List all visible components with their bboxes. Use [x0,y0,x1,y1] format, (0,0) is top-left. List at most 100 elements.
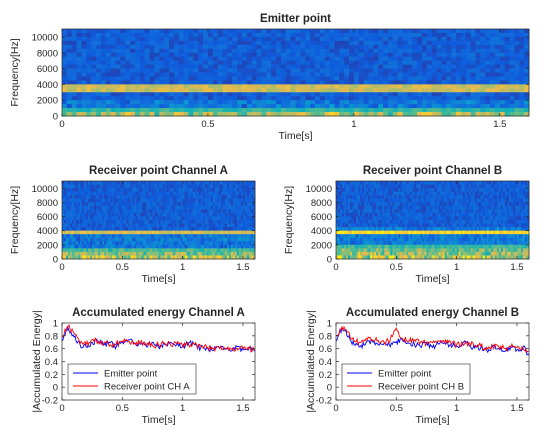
spectrogram-cell [110,36,116,42]
spectrogram-cell [224,248,228,253]
spectrogram-cell [407,80,413,85]
spectrogram-cell [208,230,212,235]
spectrogram-cell [200,202,204,207]
spectrogram-cell [352,184,355,189]
spectrogram-cell [363,40,369,46]
spectrogram-cell [432,181,435,185]
spectrogram-cell [524,80,530,85]
spectrogram-cell [250,220,254,224]
spectrogram-cell [226,255,230,260]
spectrogram-cell [256,84,262,89]
spectrogram-cell [510,202,514,207]
spectrogram-cell [162,195,165,200]
spectrogram-cell [373,32,379,38]
spectrogram-cell [116,191,119,196]
spectrogram-cell [250,223,254,228]
spectrogram-cell [400,191,403,196]
spectrogram-cell [216,191,220,196]
spectrogram-cell [246,68,253,73]
spectrogram-cell [441,44,447,50]
spectrogram-cell [173,112,180,117]
spectrogram-cell [456,64,462,69]
spectrogram-cell [76,56,82,62]
spectrogram-cell [244,212,248,217]
spectrogram-cell [218,191,222,196]
spectrogram-cell [519,96,525,101]
spectrogram-cell [169,72,175,77]
spectrogram-cell [244,202,248,207]
spectrogram-cell [168,191,171,196]
spectrogram-cell [120,195,123,200]
spectrogram-cell [217,80,223,85]
spectrogram-cell [81,100,87,105]
spectrogram-cell [285,88,292,93]
spectrogram-cell [91,56,97,62]
spectrogram-cell [464,198,468,203]
spectrogram-cell [90,205,93,210]
spectrogram-cell [62,64,68,69]
spectrogram-cell [290,96,296,101]
spectrogram-cell [212,248,216,253]
spectrogram-cell [504,198,508,203]
spectrogram-cell [62,227,65,232]
spectrogram-cell [96,48,102,54]
spectrogram-cell [450,195,453,200]
spectrogram-cell [218,188,222,193]
spectrogram-cell [508,195,512,200]
spectrogram-cell [88,198,91,203]
spectrogram-cell [212,52,219,58]
spectrogram-cell [193,112,199,117]
spectrogram-cell [182,251,186,256]
spectrogram-cell [220,244,224,249]
spectrogram-cell [230,209,234,214]
spectrogram-cell [86,72,92,77]
spectrogram-cell [266,64,272,69]
spectrogram-cell [108,255,111,260]
spectrogram-cell [164,29,170,34]
spectrogram-cell [232,96,238,101]
spectrogram-cell [324,29,330,34]
spectrogram-cell [374,191,377,196]
spectrogram-cell [224,230,228,235]
spectrogram-cell [305,92,311,97]
x-tick-label: 0.5 [116,262,129,273]
spectrogram-cell [66,112,73,117]
spectrogram-cell [261,68,267,73]
spectrogram-cell [358,92,364,97]
spectrogram-cell [373,88,379,93]
spectrogram-cell [70,195,73,200]
spectrogram-cell [238,195,242,200]
spectrogram-cell [125,32,131,38]
spectrogram-cell [90,244,93,249]
spectrogram-cell [64,255,67,260]
spectrogram-cell [378,198,381,203]
spectrogram-cell [64,184,67,189]
spectrogram-cell [148,227,151,232]
spectrogram-cell [441,92,447,97]
spectrogram-cell [62,32,68,38]
spectrogram-cell [290,64,296,69]
spectrogram-cell [86,44,92,50]
spectrogram-cell [368,184,371,189]
spectrogram-cell [438,184,441,189]
spectrogram-cell [470,112,476,117]
spectrogram-cell [378,104,384,109]
spectrogram-cell [329,80,335,85]
spectrogram-cell [387,88,394,93]
spectrogram-cell [246,237,250,242]
spectrogram-cell [339,60,345,65]
spectrogram-cell [96,80,102,85]
spectrogram-cell [488,198,492,203]
spectrogram-cell [120,223,123,228]
spectrogram-cell [324,100,330,105]
spectrogram-cell [230,195,234,200]
spectrogram-cell [68,195,71,200]
spectrogram-cell [112,220,115,224]
spectrogram-cell [352,181,355,185]
spectrogram-cell [124,191,127,196]
spectrogram-cell [358,56,364,62]
spectrogram-cell [194,205,198,210]
spectrogram-cell [98,198,101,203]
spectrogram-cell [88,212,91,217]
spectrogram-cell [509,44,515,50]
